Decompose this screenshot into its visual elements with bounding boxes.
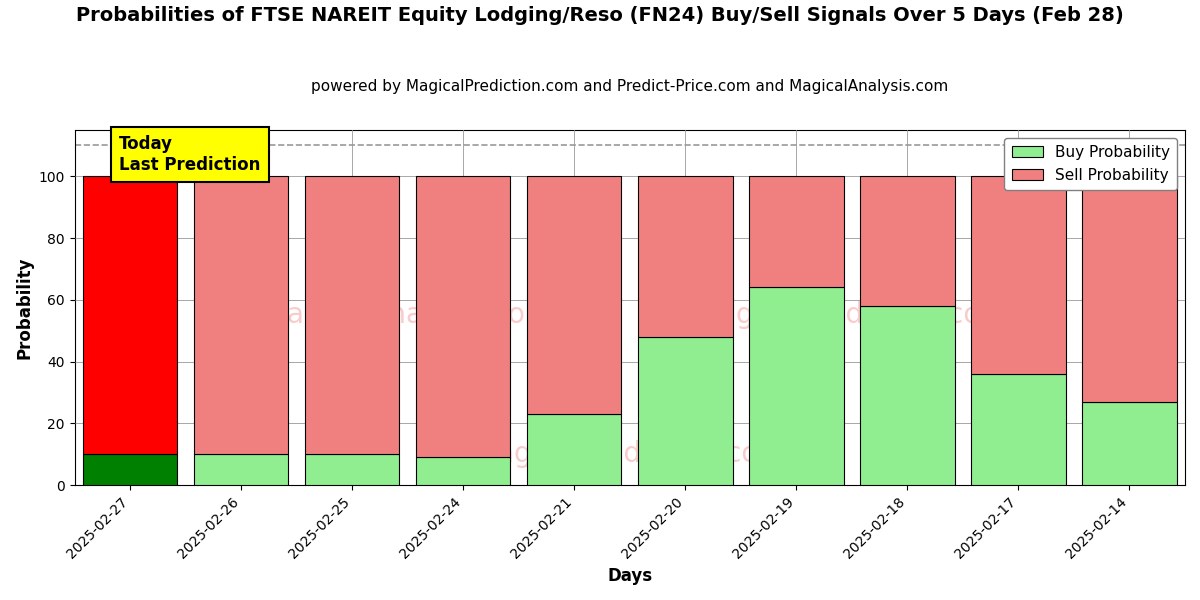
Bar bbox=[194, 176, 288, 454]
Bar bbox=[527, 414, 622, 485]
Bar bbox=[416, 176, 510, 457]
Bar bbox=[305, 176, 400, 454]
Bar bbox=[971, 374, 1066, 485]
Bar bbox=[1082, 176, 1177, 402]
Legend: Buy Probability, Sell Probability: Buy Probability, Sell Probability bbox=[1004, 137, 1177, 190]
Bar bbox=[638, 176, 732, 337]
Bar bbox=[305, 454, 400, 485]
Bar bbox=[860, 306, 955, 485]
Text: MagicalAnalysis.com: MagicalAnalysis.com bbox=[263, 301, 552, 329]
Bar bbox=[416, 457, 510, 485]
Title: powered by MagicalPrediction.com and Predict-Price.com and MagicalAnalysis.com: powered by MagicalPrediction.com and Pre… bbox=[311, 79, 948, 94]
Bar bbox=[971, 176, 1066, 374]
Bar bbox=[1082, 402, 1177, 485]
Bar bbox=[194, 454, 288, 485]
Bar bbox=[527, 176, 622, 414]
Text: Probabilities of FTSE NAREIT Equity Lodging/Reso (FN24) Buy/Sell Signals Over 5 : Probabilities of FTSE NAREIT Equity Lodg… bbox=[76, 6, 1124, 25]
Bar bbox=[83, 176, 178, 454]
Bar bbox=[860, 176, 955, 306]
Bar bbox=[83, 454, 178, 485]
Bar bbox=[749, 176, 844, 287]
Text: Today
Last Prediction: Today Last Prediction bbox=[119, 135, 260, 174]
Text: MagicalPrediction.com: MagicalPrediction.com bbox=[474, 440, 786, 469]
Bar bbox=[638, 337, 732, 485]
Text: MagicalPrediction.com: MagicalPrediction.com bbox=[696, 301, 1008, 329]
Y-axis label: Probability: Probability bbox=[16, 256, 34, 359]
X-axis label: Days: Days bbox=[607, 567, 653, 585]
Bar bbox=[749, 287, 844, 485]
